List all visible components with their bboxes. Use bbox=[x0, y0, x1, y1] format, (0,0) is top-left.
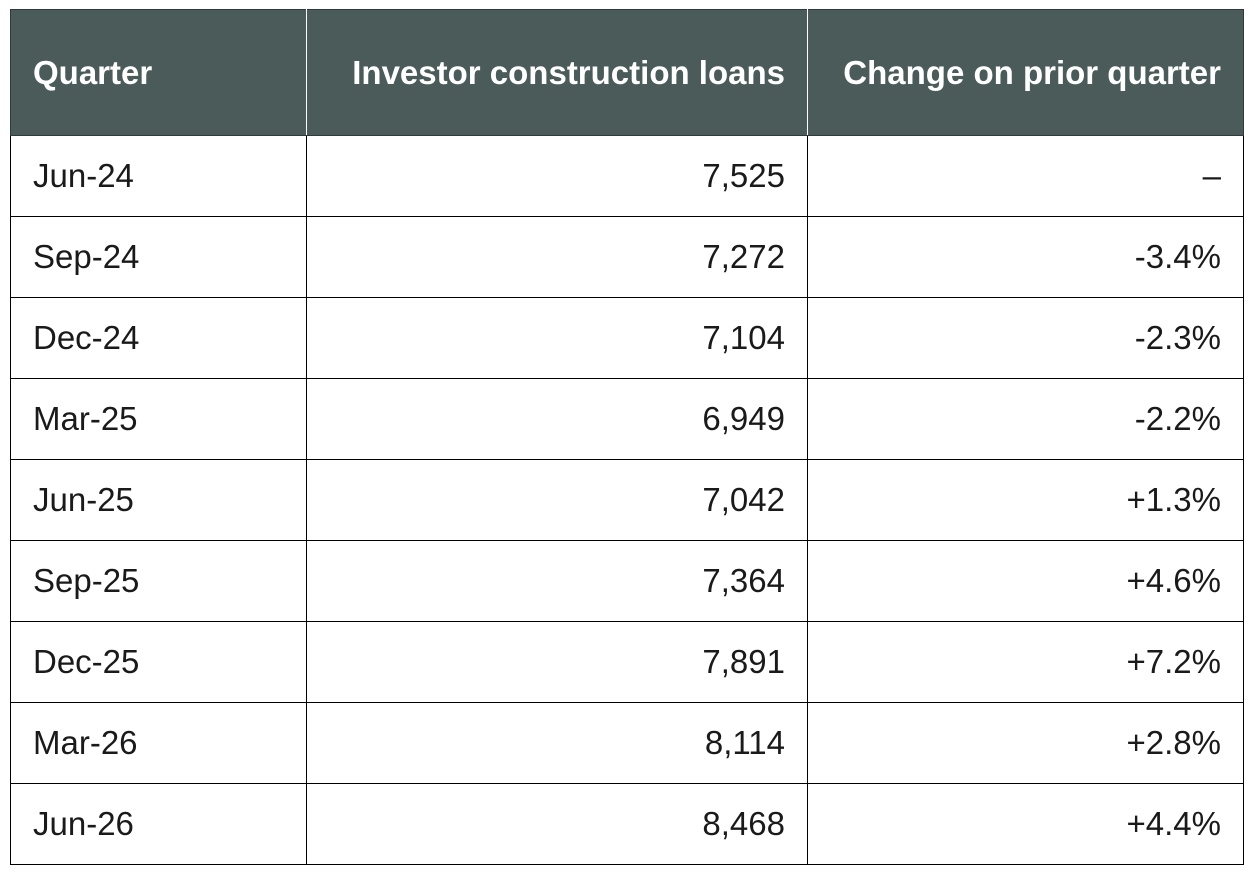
cell-change: +4.4% bbox=[807, 783, 1244, 865]
cell-loans: 7,272 bbox=[306, 216, 808, 298]
cell-loans: 8,468 bbox=[306, 783, 808, 865]
table-row: Jun-26 8,468 +4.4% bbox=[10, 783, 1244, 865]
cell-loans: 8,114 bbox=[306, 702, 808, 784]
cell-quarter: Dec-24 bbox=[10, 297, 307, 379]
cell-change: – bbox=[807, 135, 1244, 217]
table-row: Mar-25 6,949 -2.2% bbox=[10, 378, 1244, 460]
header-row: Quarter Investor construction loans Chan… bbox=[10, 9, 1244, 136]
cell-change: +4.6% bbox=[807, 540, 1244, 622]
table-row: Dec-24 7,104 -2.3% bbox=[10, 297, 1244, 379]
column-header-quarter: Quarter bbox=[10, 9, 307, 136]
cell-quarter: Mar-25 bbox=[10, 378, 307, 460]
cell-change: +7.2% bbox=[807, 621, 1244, 703]
cell-quarter: Dec-25 bbox=[10, 621, 307, 703]
table-row: Jun-25 7,042 +1.3% bbox=[10, 459, 1244, 541]
cell-quarter: Jun-26 bbox=[10, 783, 307, 865]
cell-change: +1.3% bbox=[807, 459, 1244, 541]
cell-quarter: Sep-24 bbox=[10, 216, 307, 298]
cell-loans: 6,949 bbox=[306, 378, 808, 460]
cell-loans: 7,104 bbox=[306, 297, 808, 379]
table-row: Mar-26 8,114 +2.8% bbox=[10, 702, 1244, 784]
data-table: Quarter Investor construction loans Chan… bbox=[10, 9, 1244, 865]
cell-quarter: Jun-25 bbox=[10, 459, 307, 541]
column-header-loans: Investor construction loans bbox=[306, 9, 808, 136]
cell-change: -2.3% bbox=[807, 297, 1244, 379]
cell-quarter: Sep-25 bbox=[10, 540, 307, 622]
cell-loans: 7,364 bbox=[306, 540, 808, 622]
cell-loans: 7,525 bbox=[306, 135, 808, 217]
cell-change: -2.2% bbox=[807, 378, 1244, 460]
cell-change: -3.4% bbox=[807, 216, 1244, 298]
column-header-change: Change on prior quarter bbox=[807, 9, 1244, 136]
cell-change: +2.8% bbox=[807, 702, 1244, 784]
table-row: Dec-25 7,891 +7.2% bbox=[10, 621, 1244, 703]
table-row: Jun-24 7,525 – bbox=[10, 135, 1244, 217]
cell-loans: 7,042 bbox=[306, 459, 808, 541]
cell-quarter: Jun-24 bbox=[10, 135, 307, 217]
table-row: Sep-25 7,364 +4.6% bbox=[10, 540, 1244, 622]
cell-quarter: Mar-26 bbox=[10, 702, 307, 784]
cell-loans: 7,891 bbox=[306, 621, 808, 703]
table-row: Sep-24 7,272 -3.4% bbox=[10, 216, 1244, 298]
